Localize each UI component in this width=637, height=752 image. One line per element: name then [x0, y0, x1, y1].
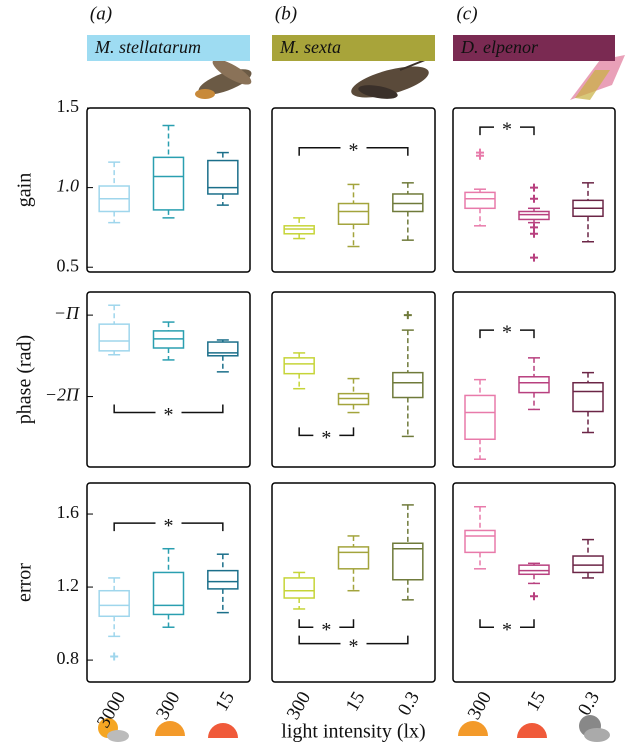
box — [464, 529, 496, 554]
title-bar — [87, 35, 250, 61]
x-tick-label: 300 — [152, 688, 184, 723]
x-tick-label: 15 — [211, 688, 239, 715]
moth-icon — [570, 55, 625, 100]
outlier — [476, 151, 484, 160]
outlier — [403, 311, 412, 320]
chart-title: M. stellatarum — [94, 37, 201, 57]
title-bar — [272, 35, 435, 61]
panel-frame — [452, 291, 616, 468]
box — [572, 381, 604, 413]
significance-label: * — [502, 119, 512, 141]
y-axis-label: error — [14, 563, 36, 602]
x-tick-label: 3000 — [93, 688, 130, 731]
y-tick-label: 0.5 — [57, 255, 80, 275]
box — [464, 394, 496, 441]
significance-label: * — [164, 515, 174, 537]
y-tick-label: 1.0 — [57, 176, 80, 196]
box — [392, 371, 424, 399]
significance-label: * — [502, 322, 512, 344]
panel-frame — [271, 291, 436, 468]
panel-frame — [271, 107, 436, 273]
significance-bracket — [298, 147, 409, 156]
outlier — [530, 183, 538, 192]
moth-icon — [195, 59, 252, 99]
box — [283, 577, 315, 599]
box — [518, 564, 550, 576]
title-bar — [453, 35, 615, 61]
box — [98, 589, 130, 618]
outlier — [530, 229, 538, 238]
significance-bracket — [479, 329, 535, 339]
panel-label: (a) — [90, 3, 112, 24]
x-axis-label: light intensity (lx) — [281, 721, 425, 743]
x-tick-label: 0.3 — [574, 688, 604, 719]
x-tick-label: 300 — [283, 688, 315, 723]
significance-label: * — [349, 139, 359, 161]
moth-icon — [351, 59, 429, 99]
box — [464, 191, 496, 210]
light-icon — [98, 715, 610, 742]
panel-label: (b) — [275, 3, 297, 24]
outlier — [530, 194, 538, 203]
x-tick-label: 300 — [464, 688, 496, 723]
outlier — [110, 652, 119, 661]
box — [152, 156, 185, 211]
y-tick-label: 1.6 — [57, 502, 80, 522]
box — [98, 323, 130, 352]
significance-bracket — [298, 427, 355, 437]
panel-frame — [86, 107, 251, 273]
box — [337, 546, 370, 570]
box — [392, 193, 424, 213]
outlier — [530, 592, 538, 601]
box — [337, 202, 370, 225]
box — [283, 225, 315, 235]
box — [518, 376, 550, 394]
significance-bracket — [298, 619, 355, 628]
x-tick-label: 15 — [522, 688, 550, 715]
y-axis-label: phase (rad) — [14, 335, 36, 424]
y-axis-label: gain — [14, 173, 36, 207]
y-tick-label: −Π — [54, 303, 80, 323]
significance-label: * — [164, 404, 174, 426]
outlier — [530, 253, 538, 262]
box — [207, 341, 239, 357]
significance-label: * — [349, 635, 359, 657]
significance-bracket — [113, 522, 224, 532]
panel-label: (c) — [456, 3, 477, 24]
box — [518, 210, 550, 221]
panel-frame — [452, 482, 616, 683]
significance-label: * — [321, 619, 331, 641]
x-tick-label: 15 — [342, 688, 370, 715]
y-tick-label: 1.5 — [57, 96, 80, 116]
panel-frame — [86, 482, 251, 683]
significance-bracket — [298, 635, 409, 645]
chart-title: M. sexta — [279, 37, 341, 57]
box — [283, 357, 315, 375]
y-tick-label: 1.2 — [57, 575, 80, 595]
significance-label: * — [502, 619, 512, 641]
significance-label: * — [321, 427, 331, 449]
chart-title: D. elpenor — [460, 37, 539, 57]
significance-bracket — [479, 126, 535, 136]
significance-bracket — [479, 619, 535, 628]
panel-frame — [86, 291, 251, 468]
box — [207, 569, 239, 590]
y-tick-label: −2Π — [45, 385, 80, 405]
y-tick-label: 0.8 — [57, 648, 80, 668]
box — [572, 555, 604, 574]
x-tick-label: 0.3 — [394, 688, 424, 719]
box — [207, 159, 239, 195]
significance-bracket — [113, 404, 224, 414]
panel-frame — [452, 107, 616, 273]
box — [152, 571, 185, 616]
panel-frame — [271, 482, 436, 683]
